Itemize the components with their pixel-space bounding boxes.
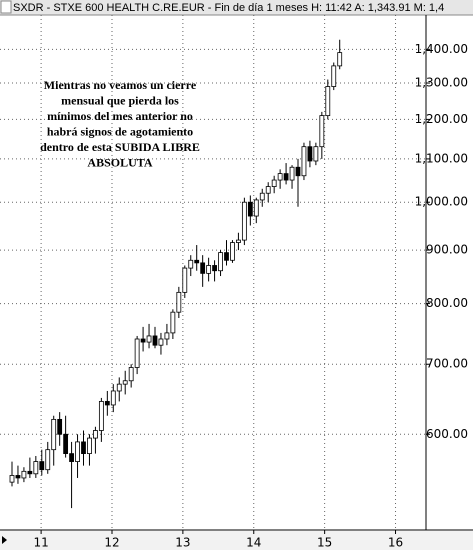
candle-body: [313, 146, 319, 162]
candle-body: [259, 192, 265, 201]
candle-body: [253, 199, 259, 217]
candle-body: [194, 259, 200, 264]
x-tick-label: 13: [175, 536, 190, 550]
candle-body: [39, 461, 45, 471]
candle-body: [301, 146, 307, 177]
candle-body: [325, 86, 331, 117]
candle-body: [81, 441, 86, 455]
y-tick-label: 700.00: [426, 357, 468, 371]
x-tick-label: 14: [246, 536, 261, 550]
candle-body: [21, 470, 27, 479]
candle-body: [116, 383, 122, 392]
candle-body: [337, 52, 343, 67]
y-tick-label: 1,100.00: [415, 151, 468, 165]
candle-body: [241, 201, 247, 241]
candle-body: [271, 179, 277, 187]
candle-body: [206, 265, 212, 274]
candle-body: [176, 291, 182, 313]
x-tick-label: 12: [104, 536, 119, 550]
candle-body: [319, 115, 325, 148]
annotation: habrá signos de agotamiento: [47, 124, 193, 138]
candle-body: [277, 173, 283, 181]
y-tick-label: 800.00: [426, 296, 468, 310]
candle-body: [122, 380, 128, 385]
x-tick-label: 15: [317, 536, 332, 550]
candle-body: [33, 461, 39, 475]
candle-body: [265, 186, 271, 194]
annotation: dentro de esta SUBIDA LIBRE: [40, 140, 200, 154]
candle-body: [247, 201, 253, 217]
candle-body: [182, 267, 188, 293]
candle-body: [69, 453, 74, 462]
y-tick-label: 900.00: [426, 243, 468, 257]
annotation: ABSOLUTA: [87, 155, 152, 169]
candle-body: [134, 338, 140, 368]
candle-body: [230, 242, 235, 261]
x-axis-band: [0, 531, 473, 550]
annotation: Mientras no veamos un cierre: [44, 78, 197, 92]
candle-body: [200, 262, 206, 274]
y-tick-label: 1,200.00: [415, 112, 468, 126]
x-tick-label: 16: [388, 536, 403, 550]
candle-body: [236, 239, 241, 243]
candle-body: [15, 475, 21, 479]
title-bar: [0, 0, 473, 15]
candle-body: [140, 338, 146, 343]
chart-title: SXDR - STXE 600 HEALTH C.RE.EUR - Fin de…: [13, 2, 444, 14]
annotation: mensual que pierda los: [61, 93, 179, 107]
candle-body: [57, 418, 63, 435]
candle-body: [170, 311, 176, 334]
candle-body: [63, 433, 69, 455]
title-icon: [0, 0, 12, 14]
candle-body: [27, 470, 33, 475]
y-tick-label: 1,400.00: [415, 42, 468, 56]
candle-body: [110, 390, 116, 406]
y-tick-label: 1,300.00: [415, 76, 468, 90]
candle-body: [164, 332, 170, 340]
candle-body: [295, 166, 301, 177]
candle-body: [152, 335, 158, 346]
candle-body: [98, 401, 104, 431]
candle-body: [9, 475, 15, 483]
candle-body: [45, 449, 51, 471]
candle-body: [128, 367, 134, 382]
candle-body: [224, 252, 229, 261]
candle-body: [289, 166, 295, 181]
candle-body: [104, 401, 110, 406]
annotation: mínimos del mes anterior no: [47, 109, 193, 123]
candle-body: [212, 265, 217, 272]
scroll-arrow[interactable]: [2, 536, 7, 544]
candle-body: [188, 259, 194, 269]
candle-body: [146, 335, 152, 343]
candle-body: [51, 418, 57, 451]
candle-body: [331, 65, 337, 87]
candle-body: [307, 146, 313, 162]
candle-body: [283, 173, 289, 181]
candle-body: [158, 338, 164, 346]
x-tick-label: 11: [33, 536, 48, 550]
candle-body: [75, 441, 80, 462]
candle-body: [218, 252, 223, 272]
candle-body: [87, 437, 92, 455]
y-tick-label: 600.00: [426, 427, 468, 441]
candle-body: [93, 430, 98, 439]
y-tick-label: 1,000.00: [415, 195, 468, 209]
